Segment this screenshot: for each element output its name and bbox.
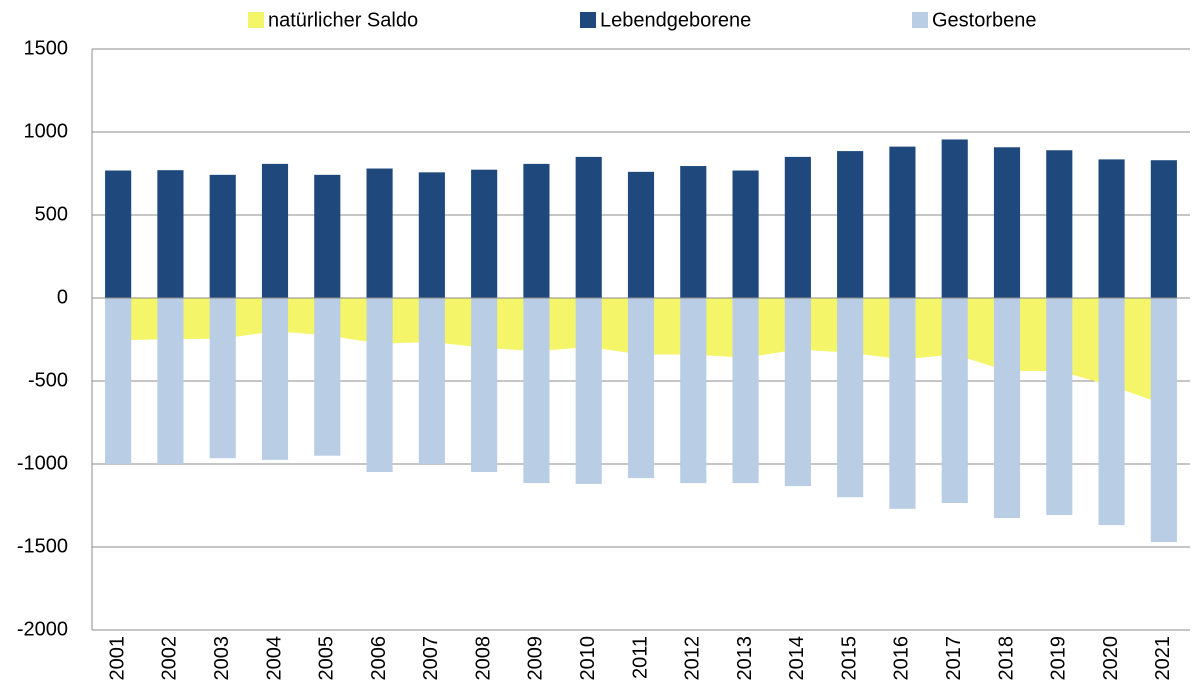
x-tick-label: 2017 xyxy=(943,636,965,681)
legend-swatch xyxy=(912,12,928,28)
x-tick-label: 2005 xyxy=(316,636,338,681)
y-tick-label: 500 xyxy=(35,203,68,225)
bar xyxy=(1098,159,1125,298)
bar xyxy=(1046,298,1073,515)
bar xyxy=(366,298,393,472)
x-tick-label: 2015 xyxy=(838,636,860,681)
bar xyxy=(209,298,236,459)
bar xyxy=(314,174,341,298)
x-tick-label: 2016 xyxy=(891,636,913,681)
bar xyxy=(732,170,759,298)
y-tick-label: 0 xyxy=(57,286,68,308)
bar xyxy=(993,147,1021,298)
x-tick-label: 2014 xyxy=(786,636,808,681)
legend-label: natürlicher Saldo xyxy=(268,9,418,31)
bar xyxy=(837,151,864,298)
x-tick-label: 2003 xyxy=(211,636,233,681)
x-tick-label: 2020 xyxy=(1100,636,1122,681)
bar xyxy=(784,156,811,298)
bar xyxy=(941,139,968,298)
x-tick-label: 2012 xyxy=(682,636,704,681)
bar xyxy=(157,170,184,298)
x-tick-label: 2010 xyxy=(577,636,599,681)
bar xyxy=(993,298,1021,518)
y-tick-label: 1500 xyxy=(24,37,69,59)
legend-label: Gestorbene xyxy=(932,9,1037,31)
x-tick-label: 2007 xyxy=(420,636,442,681)
bar xyxy=(261,298,289,460)
bar xyxy=(575,156,602,298)
y-tick-label: -1000 xyxy=(17,452,68,474)
bar xyxy=(418,172,445,298)
bar xyxy=(471,169,498,298)
bar xyxy=(732,298,759,484)
legend-swatch xyxy=(580,12,596,28)
y-tick-label: 1000 xyxy=(24,120,69,142)
bar xyxy=(575,298,602,484)
x-tick-label: 2009 xyxy=(525,636,547,681)
x-tick-label: 2011 xyxy=(629,636,651,679)
legend-swatch xyxy=(248,12,264,28)
bar xyxy=(105,298,132,464)
x-tick-label: 2019 xyxy=(1048,636,1070,681)
x-tick-label: 2002 xyxy=(159,636,181,681)
y-tick-label: -2000 xyxy=(17,618,68,640)
bar xyxy=(1150,160,1177,298)
x-tick-label: 2021 xyxy=(1152,636,1174,681)
bar xyxy=(889,298,916,509)
bar xyxy=(314,298,341,456)
x-tick-label: 2008 xyxy=(472,636,494,681)
bar xyxy=(418,298,445,464)
bar xyxy=(1098,298,1125,526)
x-tick-label: 2004 xyxy=(263,636,285,681)
bar xyxy=(889,146,916,298)
bar xyxy=(523,298,550,484)
y-tick-label: -500 xyxy=(28,369,68,391)
bar xyxy=(105,170,132,298)
y-tick-label: -1500 xyxy=(17,535,68,557)
bar xyxy=(680,166,707,298)
x-tick-label: 2006 xyxy=(368,636,390,681)
bar xyxy=(157,298,184,464)
bar xyxy=(627,298,655,479)
bar xyxy=(627,171,655,298)
bar xyxy=(837,298,864,498)
bar xyxy=(680,298,707,484)
legend-label: Lebendgeborene xyxy=(600,9,751,31)
bar xyxy=(1046,150,1073,298)
x-tick-label: 2001 xyxy=(106,636,128,681)
bar xyxy=(209,174,236,298)
bar xyxy=(366,168,393,298)
bar xyxy=(471,298,498,472)
x-tick-label: 2018 xyxy=(995,636,1017,681)
x-tick-label: 2013 xyxy=(734,636,756,681)
bar xyxy=(261,163,289,298)
bar xyxy=(941,298,968,504)
bar xyxy=(784,298,811,487)
bar xyxy=(1150,298,1177,543)
bar xyxy=(523,163,550,298)
